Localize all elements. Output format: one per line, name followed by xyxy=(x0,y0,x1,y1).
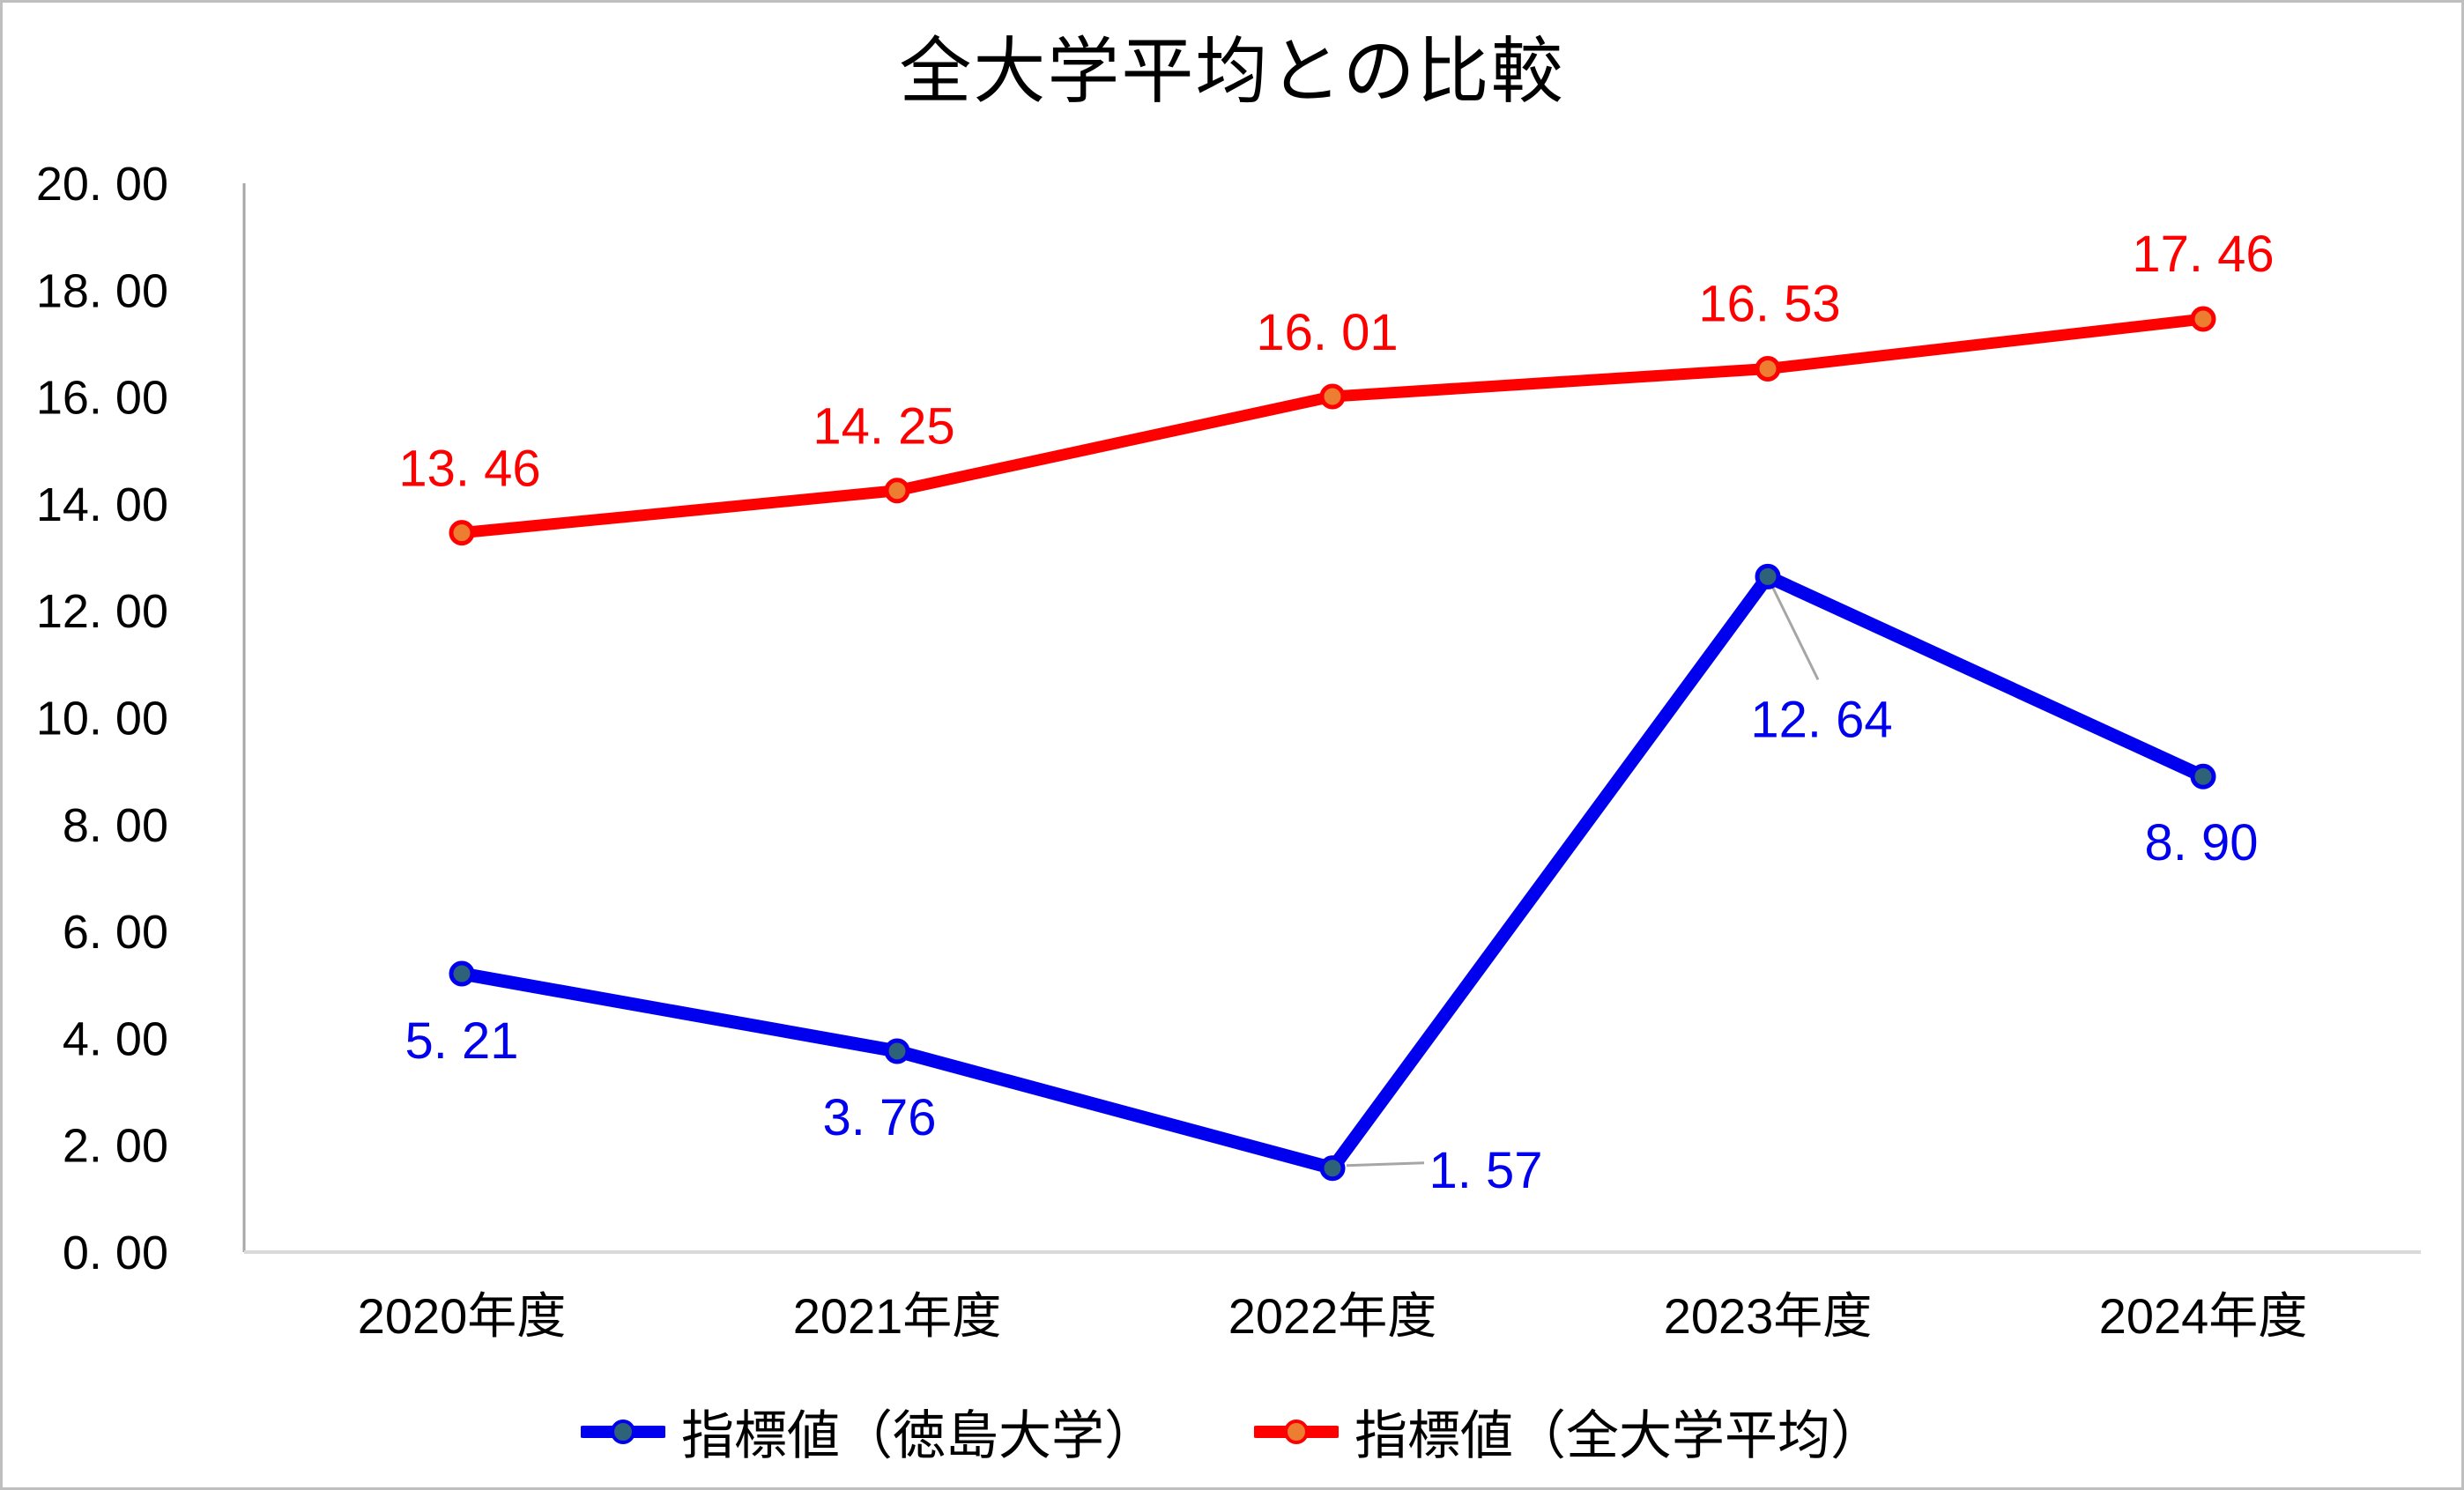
chart-title: 全大学平均との比較 xyxy=(899,32,1565,112)
series-line-0 xyxy=(455,569,2210,1175)
data-label: 13. 46 xyxy=(398,441,540,498)
data-label: 14. 25 xyxy=(813,398,954,456)
y-tick-label: 10. 00 xyxy=(36,693,168,745)
label-leader-line xyxy=(1770,585,1820,681)
data-label: 8. 90 xyxy=(2145,814,2259,871)
line-chart: 0. 00 2. 00 4. 00 6. 00 8. 00 10. 00 12. 00 14.… xyxy=(36,158,2421,1344)
legend-marker-all-universities xyxy=(1254,1419,1339,1444)
y-tick-label: 18. 00 xyxy=(36,264,168,317)
data-point-marker xyxy=(884,1038,910,1064)
data-label: 16. 53 xyxy=(1698,275,1840,332)
x-tick-label: 2022年度 xyxy=(1228,1288,1437,1344)
y-tick-label: 8. 00 xyxy=(63,799,168,852)
data-label: 1. 57 xyxy=(1429,1142,1543,1199)
x-tick-label: 2024年度 xyxy=(2099,1288,2308,1344)
y-tick-label: 6. 00 xyxy=(63,906,168,959)
legend-item-all-universities: 指標値（全大学平均） xyxy=(1254,1393,1883,1470)
data-point-marker xyxy=(2190,306,2216,332)
data-point-marker xyxy=(1319,1155,1346,1182)
y-tick-label: 14. 00 xyxy=(36,478,168,531)
data-point-marker xyxy=(2190,763,2216,789)
data-point-marker xyxy=(1319,383,1346,410)
data-point-marker xyxy=(884,478,910,504)
legend-label-all-universities: 指標値（全大学平均） xyxy=(1354,1406,1883,1465)
legend-item-tokushima: 指標値（徳島大学） xyxy=(581,1393,1157,1470)
x-tick-label: 2020年度 xyxy=(358,1288,567,1344)
data-point-marker xyxy=(449,520,475,546)
legend-marker-tokushima xyxy=(581,1419,665,1444)
y-tick-label: 16. 00 xyxy=(36,372,168,425)
data-label: 12. 64 xyxy=(1750,691,1892,748)
x-tick-label: 2023年度 xyxy=(1664,1288,1873,1344)
data-label: 17. 46 xyxy=(2132,226,2274,283)
y-tick-label: 4. 00 xyxy=(63,1012,168,1065)
label-leader-line xyxy=(1346,1161,1425,1168)
y-tick-label: 2. 00 xyxy=(63,1120,168,1173)
data-label: 16. 01 xyxy=(1256,304,1398,361)
y-tick-label: 12. 00 xyxy=(36,585,168,638)
data-point-marker xyxy=(449,960,475,987)
y-tick-label: 20. 00 xyxy=(36,158,168,211)
data-label: 5. 21 xyxy=(405,1012,519,1070)
data-point-marker xyxy=(1755,355,1781,382)
y-tick-label: 0. 00 xyxy=(63,1227,168,1279)
data-point-marker xyxy=(1755,563,1781,589)
data-label: 3. 76 xyxy=(823,1089,937,1146)
legend-label-tokushima: 指標値（徳島大学） xyxy=(681,1406,1157,1465)
x-tick-label: 2021年度 xyxy=(793,1288,1002,1344)
legend: 指標値（徳島大学） 指標値（全大学平均） xyxy=(3,1393,2461,1470)
